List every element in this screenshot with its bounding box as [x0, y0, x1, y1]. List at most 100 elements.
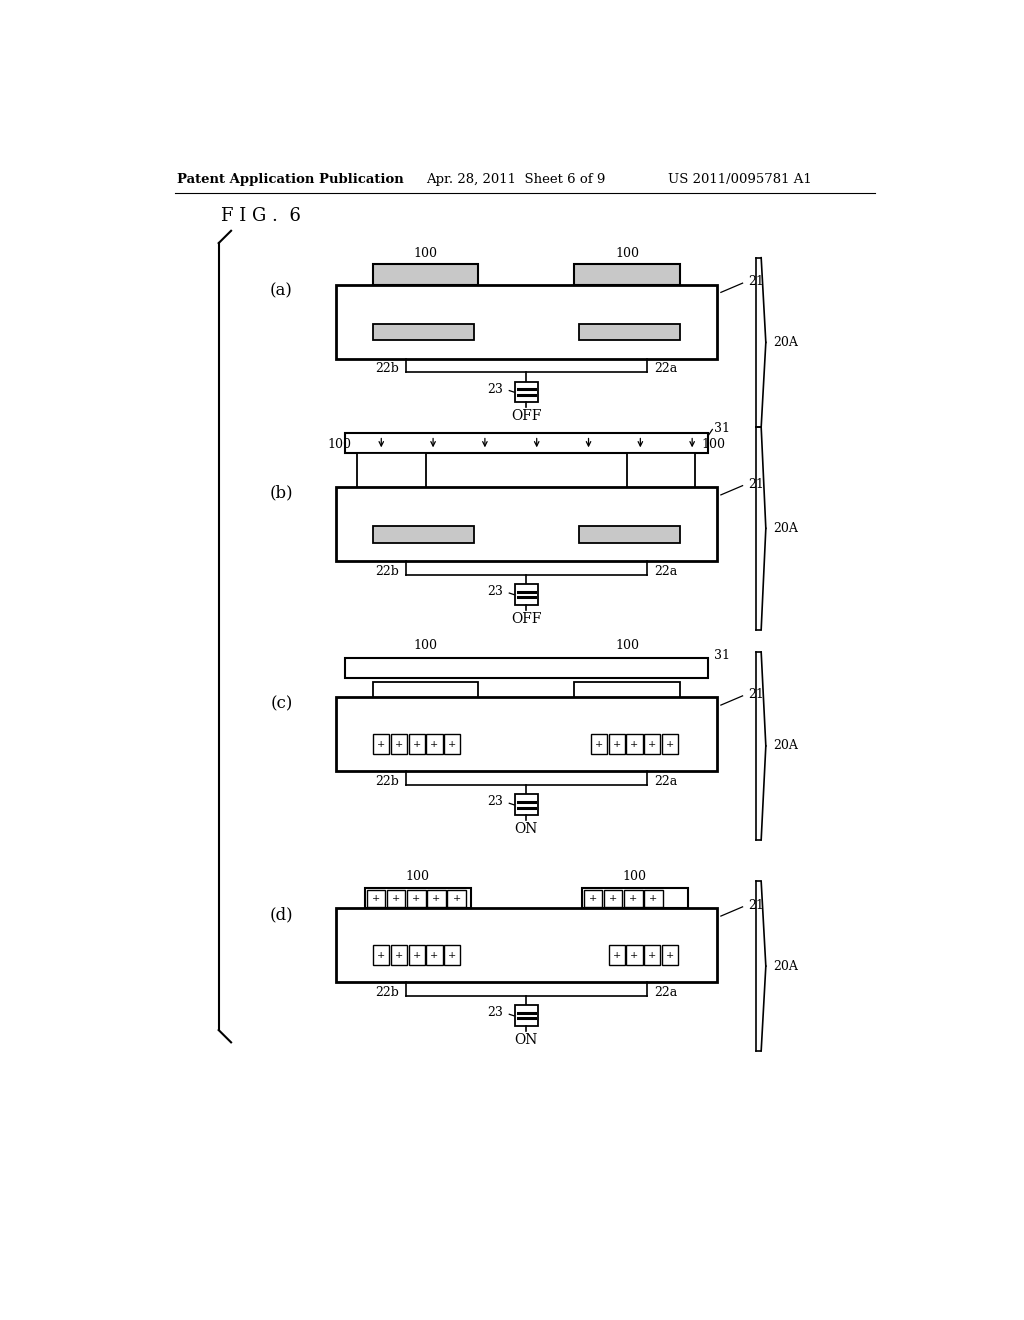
Text: 22b: 22b: [375, 362, 398, 375]
Text: 100: 100: [615, 639, 639, 652]
Bar: [608, 945, 625, 965]
Text: 22a: 22a: [654, 362, 678, 375]
Bar: [373, 264, 478, 285]
Bar: [624, 890, 643, 907]
Bar: [367, 890, 385, 907]
Text: +: +: [413, 741, 421, 748]
Text: 100: 100: [615, 247, 639, 260]
Text: OFF: OFF: [511, 409, 542, 424]
Bar: [644, 734, 660, 755]
Bar: [444, 945, 461, 965]
Bar: [584, 890, 602, 907]
Text: +: +: [648, 741, 656, 748]
Bar: [409, 945, 425, 965]
Bar: [357, 453, 426, 487]
Bar: [579, 527, 680, 543]
Text: +: +: [377, 950, 385, 960]
Text: 22b: 22b: [375, 986, 398, 999]
Text: 100: 100: [623, 870, 647, 883]
Text: +: +: [449, 741, 457, 748]
Text: 22a: 22a: [654, 986, 678, 999]
Bar: [336, 285, 717, 359]
Bar: [336, 697, 717, 771]
Text: (b): (b): [269, 484, 293, 502]
Text: 22b: 22b: [375, 775, 398, 788]
Text: 20A: 20A: [773, 739, 798, 752]
Text: Patent Application Publication: Patent Application Publication: [177, 173, 404, 186]
Bar: [627, 453, 695, 487]
Bar: [644, 890, 663, 907]
Text: 100: 100: [701, 437, 725, 450]
Bar: [373, 945, 389, 965]
Text: +: +: [430, 950, 438, 960]
Text: 31: 31: [714, 422, 730, 436]
Bar: [373, 323, 474, 341]
Text: 20A: 20A: [773, 521, 798, 535]
Text: +: +: [394, 950, 403, 960]
Bar: [627, 945, 643, 965]
Bar: [644, 945, 660, 965]
Text: 21: 21: [748, 275, 764, 288]
Text: 21: 21: [748, 688, 764, 701]
Text: OFF: OFF: [511, 612, 542, 626]
Text: +: +: [372, 894, 380, 903]
Text: (a): (a): [270, 282, 293, 300]
Bar: [583, 887, 687, 908]
Text: +: +: [631, 741, 639, 748]
Bar: [336, 487, 717, 561]
Text: +: +: [589, 894, 597, 903]
Bar: [391, 734, 407, 755]
Text: 22a: 22a: [654, 775, 678, 788]
Text: +: +: [392, 894, 400, 903]
Text: +: +: [666, 950, 674, 960]
Text: +: +: [453, 894, 461, 903]
Bar: [515, 795, 538, 816]
Text: +: +: [612, 741, 621, 748]
Text: +: +: [631, 950, 639, 960]
Bar: [604, 890, 623, 907]
Text: 20A: 20A: [773, 960, 798, 973]
Bar: [373, 682, 478, 697]
Bar: [444, 734, 461, 755]
Text: (d): (d): [269, 906, 293, 923]
Text: +: +: [377, 741, 385, 748]
Text: 31: 31: [714, 648, 730, 661]
Bar: [366, 887, 471, 908]
Text: 22b: 22b: [375, 565, 398, 578]
Bar: [608, 734, 625, 755]
Bar: [574, 682, 680, 697]
Bar: [426, 734, 442, 755]
Text: 100: 100: [328, 437, 351, 450]
Text: +: +: [430, 741, 438, 748]
Text: +: +: [609, 894, 617, 903]
Text: ON: ON: [515, 1034, 538, 1047]
Text: 23: 23: [487, 585, 503, 598]
Text: 20A: 20A: [773, 335, 798, 348]
Bar: [427, 890, 445, 907]
Text: +: +: [413, 894, 421, 903]
Bar: [515, 1006, 538, 1026]
Text: 23: 23: [487, 1006, 503, 1019]
Bar: [336, 908, 717, 982]
Text: 21: 21: [748, 899, 764, 912]
Bar: [345, 659, 708, 678]
Text: +: +: [612, 950, 621, 960]
Bar: [407, 890, 426, 907]
Text: +: +: [394, 741, 403, 748]
Bar: [515, 381, 538, 403]
Text: ON: ON: [515, 822, 538, 836]
Text: 23: 23: [487, 795, 503, 808]
Text: Apr. 28, 2011  Sheet 6 of 9: Apr. 28, 2011 Sheet 6 of 9: [426, 173, 605, 186]
Text: 100: 100: [414, 247, 437, 260]
Text: F I G .  6: F I G . 6: [221, 207, 301, 226]
Bar: [662, 945, 678, 965]
Text: 21: 21: [748, 478, 764, 491]
Bar: [387, 890, 406, 907]
Text: +: +: [432, 894, 440, 903]
Bar: [391, 945, 407, 965]
Text: +: +: [629, 894, 637, 903]
Text: +: +: [449, 950, 457, 960]
Text: +: +: [413, 950, 421, 960]
Bar: [373, 734, 389, 755]
Bar: [373, 527, 474, 543]
